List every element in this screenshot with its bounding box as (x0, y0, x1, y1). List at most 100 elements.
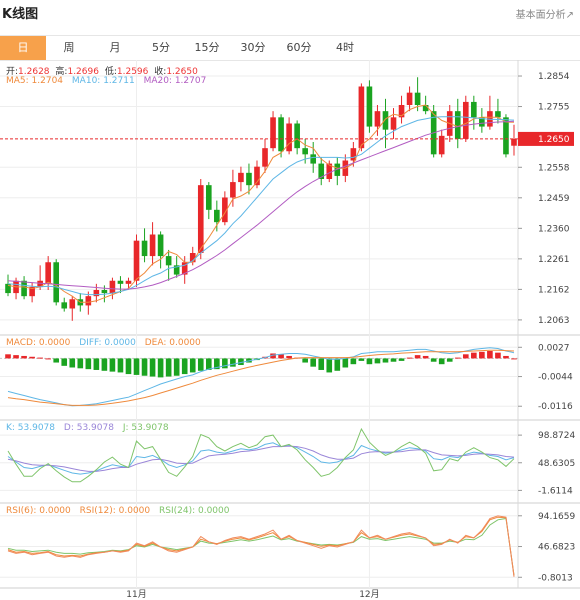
y-tick-label: -0.0044 (538, 373, 573, 383)
ma20-label: MA20: 1.2707 (143, 76, 207, 86)
j-line (7, 427, 515, 483)
macd-label: MACD: 0.0000 (6, 338, 71, 348)
rsi-legend: RSI(6): 0.0000 RSI(12): 0.0000 RSI(24): … (6, 506, 229, 516)
candle-down (503, 117, 509, 155)
candle-down (205, 185, 212, 210)
macd-bar (358, 358, 365, 361)
macd-bar (270, 353, 276, 359)
candle-up (125, 280, 132, 284)
candle-up (69, 299, 76, 309)
candle-up (149, 234, 156, 257)
macd-bar (222, 358, 228, 369)
macd-bar (45, 358, 51, 360)
tab-4hour[interactable]: 4时 (336, 41, 354, 54)
tab-5min[interactable]: 5分 (152, 41, 170, 54)
macd-bar (181, 358, 188, 375)
macd-bar (69, 358, 76, 368)
candle-up (238, 172, 244, 183)
current-price-label: 1.2650 (538, 135, 570, 145)
macd-bar (374, 358, 381, 364)
candle-down (5, 283, 11, 294)
k-line (7, 442, 515, 475)
macd-bar (93, 358, 100, 370)
macd-bar (189, 358, 196, 373)
ma-readout: MA5: 1.2704 MA10: 1.2711 MA20: 1.2707 (6, 76, 206, 86)
candle-up (254, 166, 260, 186)
macd-bar (438, 358, 445, 365)
candle-up (222, 197, 228, 223)
high-value: 1.2696 (67, 67, 99, 77)
ma5-label: MA5: 1.2704 (6, 76, 64, 86)
candle-down (334, 163, 341, 176)
low-value: 1.2596 (116, 67, 149, 77)
ma5-line (7, 104, 515, 303)
candle-up (358, 86, 365, 149)
candle-up (350, 148, 357, 161)
candle-down (495, 111, 501, 118)
candle-down (454, 111, 461, 139)
macd-bar (406, 357, 413, 359)
y-tick-label: 1.2162 (538, 285, 570, 295)
candle-up (262, 148, 268, 167)
y-tick-label: 1.2558 (538, 163, 570, 173)
macd-bar (197, 358, 204, 371)
macd-bar (446, 358, 453, 362)
candle-down (21, 280, 27, 297)
y-tick-label: -0.0116 (538, 402, 573, 412)
candle-down (294, 123, 300, 149)
fundamental-analysis-link[interactable]: 基本面分析↗ (515, 10, 574, 21)
candle-down (479, 117, 485, 127)
candle-up (270, 117, 276, 149)
macd-bar (165, 358, 172, 377)
candle-up (390, 117, 397, 130)
y-tick-label: 94.1659 (538, 512, 575, 522)
macd-bar (366, 358, 373, 365)
candle-up (511, 138, 517, 146)
macd-bar (390, 358, 397, 362)
macd-bar (117, 358, 124, 373)
y-tick-label: 1.2755 (538, 103, 570, 113)
diff-line (7, 347, 515, 407)
x-tick-label: 12月 (359, 589, 379, 600)
candle-down (310, 154, 317, 164)
y-tick-label: 1.2261 (538, 255, 570, 265)
candle-up (93, 290, 100, 297)
macd-bar (157, 358, 164, 378)
y-tick-label: 1.2854 (538, 72, 570, 82)
y-tick-label: 1.2063 (538, 316, 570, 326)
macd-bar (511, 358, 517, 360)
ohlc-readout: 开:1.2628 高:1.2696 低:1.2596 收:1.2650 (6, 64, 201, 77)
candle-down (414, 92, 421, 105)
candle-up (197, 185, 204, 253)
macd-bar (214, 358, 220, 370)
open-value: 1.2628 (18, 67, 50, 77)
tab-week[interactable]: 周 (63, 41, 75, 54)
candle-up (286, 123, 292, 152)
candle-up (29, 286, 35, 297)
candle-down (117, 280, 124, 284)
macd-bar (462, 354, 469, 359)
y-tick-label: 1.2459 (538, 194, 570, 204)
macd-bar (205, 358, 212, 370)
tab-day[interactable]: 日 (0, 36, 46, 60)
macd-bar (85, 358, 92, 370)
current-price-tag (518, 131, 574, 146)
tab-60min[interactable]: 60分 (286, 41, 312, 54)
close-label: 收: (154, 67, 167, 77)
candle-down (302, 148, 308, 155)
y-tick-label: 98.8724 (538, 431, 575, 441)
candle-up (85, 296, 92, 306)
macd-bar (334, 358, 341, 371)
d-line (7, 445, 515, 472)
macd-bar (398, 358, 405, 361)
macd-bar (5, 354, 11, 359)
macd-bar (101, 358, 108, 371)
tab-month[interactable]: 月 (109, 41, 121, 54)
candle-down (382, 111, 389, 130)
macd-bar (133, 358, 140, 375)
tab-15min[interactable]: 15分 (194, 41, 220, 54)
tab-30min[interactable]: 30分 (240, 41, 266, 54)
ma10-line (7, 116, 515, 296)
y-tick-label: -0.8013 (538, 573, 573, 583)
